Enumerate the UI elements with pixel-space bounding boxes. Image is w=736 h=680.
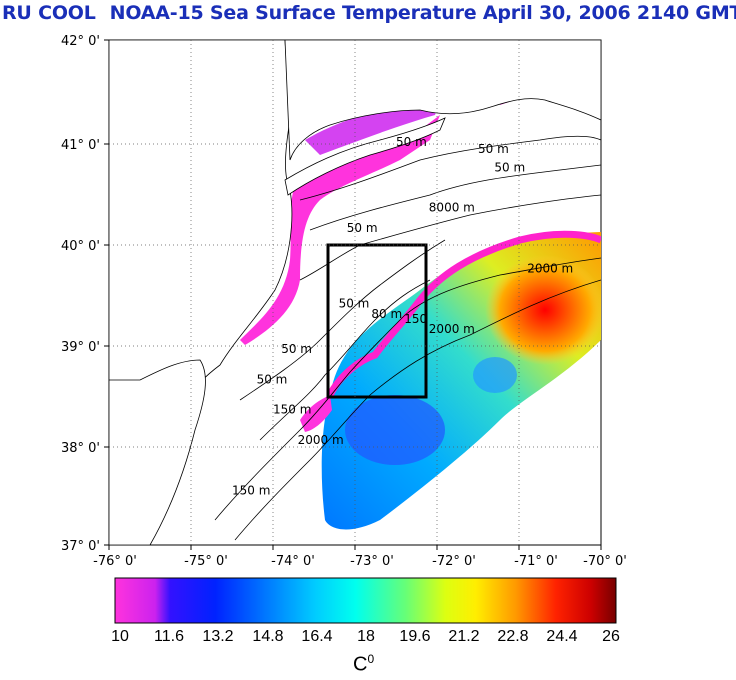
title-text: NOAA-15 Sea Surface Temperature April 30… <box>109 2 736 24</box>
contour-label: 80 m <box>371 307 402 321</box>
colorbar-units: C0 <box>353 652 374 677</box>
lat-label: 41° 0' <box>61 138 100 153</box>
latitude-labels: 37° 0' 38° 0' 39° 0' 40° 0' 41° 0' 42° 0… <box>61 34 100 554</box>
units-text: C <box>353 653 368 676</box>
contour-label: 50 m <box>494 160 525 174</box>
shelf-break-patch <box>300 395 332 432</box>
contour-label: 150 <box>404 312 427 326</box>
warm-core-ring <box>485 255 601 365</box>
contour-label: 50 m <box>339 297 370 311</box>
contour-label: 150 m <box>273 403 311 417</box>
land-long-island <box>284 117 446 196</box>
colorbar-tick: 13.2 <box>202 628 234 645</box>
lon-label: -70° 0' <box>583 554 627 569</box>
lon-label: -73° 0' <box>350 554 394 569</box>
colorbar-tick: 19.6 <box>399 628 431 645</box>
lon-label: -75° 0' <box>184 554 228 569</box>
lon-label: -71° 0' <box>514 554 558 569</box>
lon-label: -76° 0' <box>93 554 137 569</box>
map-title: RU COOL NOAA-15 Sea Surface Temperature A… <box>0 2 736 24</box>
grid-lines <box>109 40 601 545</box>
colorbar-tick: 11.6 <box>154 628 184 645</box>
eddy-swirl <box>473 357 517 393</box>
contour-label: 8000 m <box>429 201 475 215</box>
lat-label: 39° 0' <box>61 340 100 355</box>
contour-label: 50 m <box>257 372 288 386</box>
cold-eddy <box>345 395 445 465</box>
lat-label: 37° 0' <box>61 539 100 554</box>
colorbar-tick: 10 <box>111 628 129 645</box>
contour-label: 50 m <box>478 142 509 156</box>
lat-label: 40° 0' <box>61 239 100 254</box>
colorbar <box>114 577 617 624</box>
colorbar-tick: 21.2 <box>448 628 480 645</box>
contour-label: 2000 m <box>429 322 475 336</box>
units-superscript: 0 <box>367 652 375 666</box>
longitude-labels: -76° 0' -75° 0' -74° 0' -73° 0' -72° 0' … <box>93 554 627 569</box>
contour-label: 2000 m <box>298 433 344 447</box>
colorbar-tick: 24.4 <box>546 628 578 645</box>
contour-label: 50 m <box>281 342 312 356</box>
land-new-england <box>284 40 601 161</box>
shelf-cold-water <box>240 115 440 345</box>
lon-label: -74° 0' <box>271 554 315 569</box>
tick-marks <box>104 39 602 550</box>
colorbar-tick: 18 <box>357 628 375 645</box>
lon-label: -72° 0' <box>432 554 476 569</box>
colorbar-tick: 26 <box>602 628 620 645</box>
colorbar-tick: 22.8 <box>497 628 529 645</box>
long-island-sound <box>305 100 440 155</box>
colorbar-tick: 14.8 <box>252 628 284 645</box>
isobaths <box>214 135 601 541</box>
org-name: RU COOL <box>2 2 96 24</box>
contour-label: 50 m <box>396 135 427 149</box>
land-delmarva <box>109 359 206 545</box>
lat-label: 38° 0' <box>61 441 100 456</box>
contour-label: 2000 m <box>527 261 573 275</box>
contour-label: 150 m <box>232 484 270 498</box>
colorbar-tick: 16.4 <box>301 628 333 645</box>
lat-label: 42° 0' <box>61 34 100 49</box>
contour-label: 50 m <box>347 221 378 235</box>
